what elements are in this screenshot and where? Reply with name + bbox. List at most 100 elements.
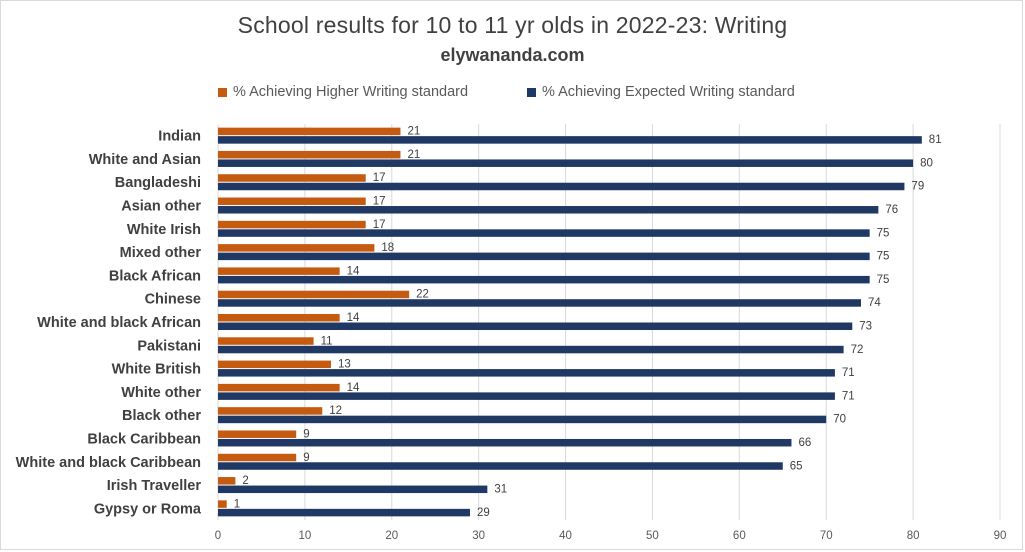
bar-higher <box>218 477 236 485</box>
category-label: Bangladeshi <box>115 175 201 191</box>
data-label-higher: 17 <box>373 196 386 208</box>
bar-expected <box>218 136 922 144</box>
data-label-expected: 76 <box>885 204 898 216</box>
legend-swatch-higher <box>218 87 227 97</box>
data-label-expected: 31 <box>494 484 507 496</box>
chart-title: School results for 10 to 11 yr olds in 2… <box>237 12 788 38</box>
category-label: White Irish <box>127 222 201 238</box>
data-label-higher: 1 <box>234 498 240 510</box>
bar-higher <box>218 430 297 438</box>
data-label-expected: 73 <box>859 321 872 333</box>
category-label: White and black Caribbean <box>16 455 201 471</box>
bar-higher <box>218 267 340 275</box>
data-label-higher: 18 <box>381 242 394 254</box>
category-label: White British <box>112 362 201 378</box>
category-label: Irish Traveller <box>107 478 202 494</box>
category-label: Black African <box>109 268 201 284</box>
data-label-higher: 14 <box>347 312 360 324</box>
x-tick-label: 0 <box>215 530 221 542</box>
bar-higher <box>218 360 331 369</box>
category-label: Asian other <box>121 199 201 215</box>
bar-higher <box>218 314 340 322</box>
bar-expected <box>218 438 792 447</box>
category-label: Black Caribbean <box>87 431 201 447</box>
data-label-higher: 14 <box>347 382 360 394</box>
data-label-higher: 13 <box>338 359 351 371</box>
bar-expected <box>218 252 870 261</box>
data-label-expected: 70 <box>833 414 846 426</box>
category-label: White and Asian <box>89 152 201 168</box>
bar-higher <box>218 383 340 392</box>
bar-higher <box>218 290 410 299</box>
x-tick-label: 30 <box>472 530 485 542</box>
data-label-higher: 17 <box>373 172 386 184</box>
bar-expected <box>218 392 835 400</box>
legend-item-higher: % Achieving Higher Writing standard <box>218 84 468 100</box>
data-label-expected: 72 <box>851 344 864 356</box>
bar-expected <box>218 485 488 494</box>
data-label-higher: 9 <box>303 452 309 464</box>
legend-label-higher: % Achieving Higher Writing standard <box>233 84 469 100</box>
bar-expected <box>218 415 827 424</box>
bar-expected <box>218 182 905 191</box>
data-label-higher: 2 <box>242 475 248 487</box>
category-label: Mixed other <box>120 245 202 261</box>
bar-expected <box>218 206 879 214</box>
data-label-higher: 22 <box>416 289 429 301</box>
data-label-expected: 65 <box>790 460 803 472</box>
data-label-expected: 80 <box>920 157 933 169</box>
bar-higher <box>218 220 366 229</box>
bar-expected <box>218 508 470 517</box>
bar-higher <box>218 337 314 345</box>
x-tick-label: 20 <box>385 530 398 542</box>
data-label-expected: 71 <box>842 367 855 379</box>
category-label: White other <box>121 385 201 401</box>
x-tick-label: 70 <box>820 530 833 542</box>
data-label-higher: 17 <box>373 219 386 231</box>
data-label-expected: 29 <box>477 507 490 519</box>
category-label: White and black African <box>37 315 201 331</box>
bar-higher <box>218 500 227 508</box>
bar-higher <box>218 197 366 206</box>
x-tick-label: 10 <box>298 530 311 542</box>
bar-expected <box>218 369 835 377</box>
x-tick-label: 90 <box>994 530 1007 542</box>
data-label-higher: 9 <box>303 428 309 440</box>
bar-expected <box>218 345 844 354</box>
data-label-expected: 75 <box>877 251 890 263</box>
chart-legend: % Achieving Higher Writing standard % Ac… <box>0 84 1025 104</box>
bar-expected <box>218 462 783 470</box>
data-label-higher: 14 <box>347 265 360 277</box>
x-tick-label: 80 <box>907 530 920 542</box>
data-label-expected: 71 <box>842 390 855 402</box>
x-tick-label: 60 <box>733 530 746 542</box>
category-label: Pakistani <box>137 338 201 354</box>
bar-higher <box>218 150 401 159</box>
legend-label-expected: % Achieving Expected Writing standard <box>542 84 795 100</box>
data-label-higher: 21 <box>407 149 420 161</box>
data-label-higher: 12 <box>329 405 342 417</box>
bar-expected <box>218 299 861 307</box>
bar-higher <box>218 174 366 182</box>
x-tick-label: 40 <box>559 530 572 542</box>
bar-expected <box>218 159 914 167</box>
bar-higher <box>218 453 297 462</box>
bar-higher <box>218 127 401 136</box>
bar-expected <box>218 275 870 284</box>
data-label-expected: 81 <box>929 134 942 146</box>
bar-expected <box>218 229 870 237</box>
data-label-higher: 11 <box>321 335 333 347</box>
bar-higher <box>218 407 323 415</box>
category-label: Black other <box>122 408 201 424</box>
legend-swatch-expected <box>527 87 536 97</box>
data-label-expected: 79 <box>911 181 924 193</box>
category-label: Chinese <box>145 292 201 308</box>
category-label: Indian <box>158 129 201 145</box>
bar-expected <box>218 322 853 330</box>
data-label-expected: 74 <box>868 297 881 309</box>
legend-item-expected: % Achieving Expected Writing standard <box>527 84 795 100</box>
category-label: Gypsy or Roma <box>94 501 202 517</box>
bar-higher <box>218 244 375 252</box>
